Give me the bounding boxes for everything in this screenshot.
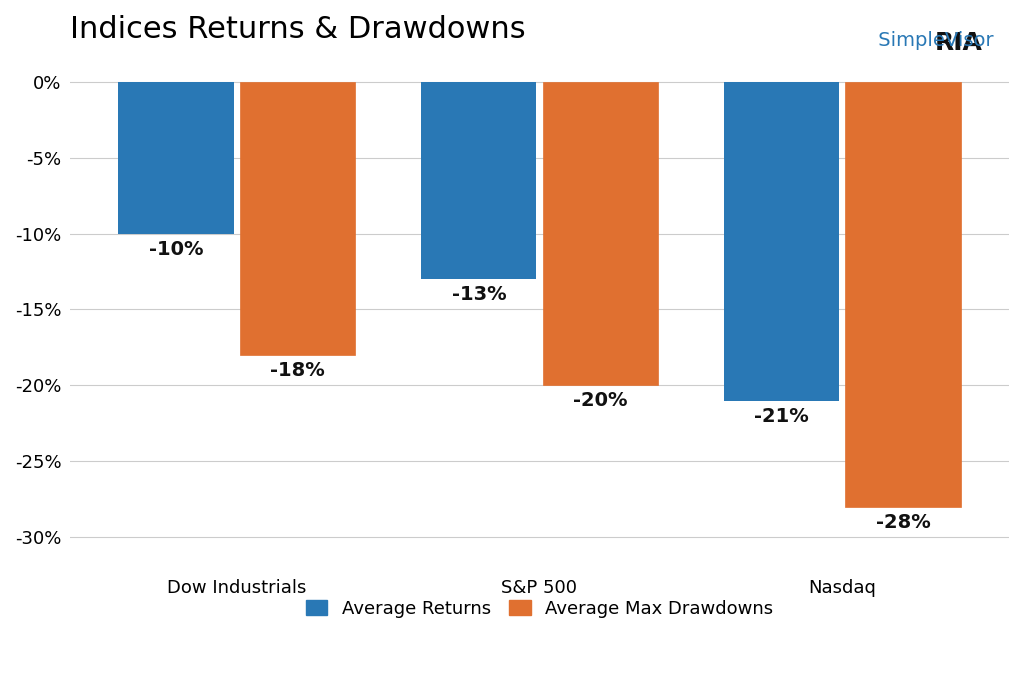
Bar <box>421 81 537 279</box>
Legend: Average Returns, Average Max Drawdowns: Average Returns, Average Max Drawdowns <box>298 592 780 625</box>
Bar <box>240 81 354 355</box>
Bar <box>724 81 840 401</box>
Text: -10%: -10% <box>148 240 203 259</box>
Bar <box>119 81 233 234</box>
Text: Indices Returns & Drawdowns: Indices Returns & Drawdowns <box>70 15 525 44</box>
Text: -28%: -28% <box>876 513 931 532</box>
Text: -18%: -18% <box>269 361 325 380</box>
Text: -21%: -21% <box>755 406 809 426</box>
Bar <box>846 81 961 507</box>
Text: -20%: -20% <box>572 391 628 410</box>
Text: SimpleVisor: SimpleVisor <box>871 31 993 50</box>
Text: RIA: RIA <box>935 31 983 55</box>
Bar <box>543 81 657 385</box>
Text: -13%: -13% <box>452 285 506 304</box>
